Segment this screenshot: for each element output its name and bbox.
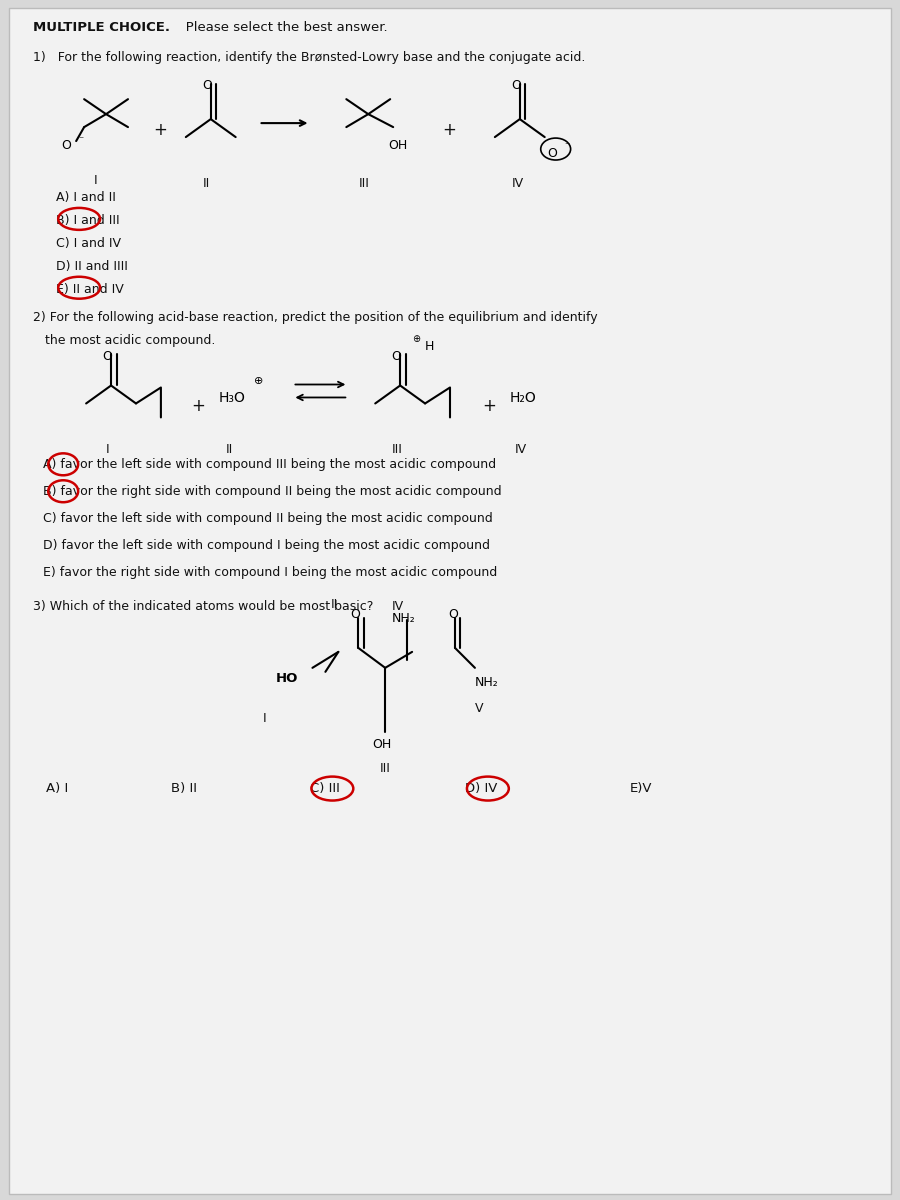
Text: +: + <box>442 121 456 139</box>
Text: C) III: C) III <box>310 781 340 794</box>
Text: IV: IV <box>512 176 524 190</box>
Text: H₂O: H₂O <box>509 391 536 406</box>
Text: B) favor the right side with compound II being the most acidic compound: B) favor the right side with compound II… <box>43 485 502 498</box>
Text: OH: OH <box>373 738 392 751</box>
Text: E) favor the right side with compound I being the most acidic compound: E) favor the right side with compound I … <box>43 566 498 580</box>
Text: +: + <box>191 397 204 415</box>
Text: O: O <box>392 349 401 362</box>
Text: V: V <box>475 702 483 715</box>
Text: III: III <box>392 443 403 456</box>
Text: A) favor the left side with compound III being the most acidic compound: A) favor the left side with compound III… <box>43 458 497 472</box>
Text: D) II and IIII: D) II and IIII <box>56 259 128 272</box>
Text: B) II: B) II <box>171 781 197 794</box>
Text: 2) For the following acid-base reaction, predict the position of the equilibrium: 2) For the following acid-base reaction,… <box>33 311 598 324</box>
Text: O: O <box>102 349 112 362</box>
Text: II: II <box>226 443 233 456</box>
Text: O: O <box>202 79 211 92</box>
Text: I: I <box>263 712 266 725</box>
Text: Please select the best answer.: Please select the best answer. <box>173 22 388 35</box>
Text: D) favor the left side with compound I being the most acidic compound: D) favor the left side with compound I b… <box>43 539 491 552</box>
Text: I: I <box>94 174 98 187</box>
Text: A) I: A) I <box>46 781 68 794</box>
Text: III: III <box>380 762 392 775</box>
Text: II: II <box>202 176 210 190</box>
Text: C) favor the left side with compound II being the most acidic compound: C) favor the left side with compound II … <box>43 512 493 526</box>
Text: O: O <box>61 139 71 152</box>
Text: II: II <box>330 598 338 611</box>
Text: NH₂: NH₂ <box>392 612 416 625</box>
Text: the most acidic compound.: the most acidic compound. <box>33 334 216 347</box>
Text: ⊕: ⊕ <box>412 334 420 343</box>
Text: E) II and IV: E) II and IV <box>56 283 124 295</box>
Text: ⊕: ⊕ <box>254 376 263 385</box>
Text: O: O <box>350 608 360 620</box>
Text: I: I <box>106 443 110 456</box>
Text: O: O <box>548 148 558 160</box>
Text: III: III <box>358 176 369 190</box>
Text: O: O <box>511 79 521 92</box>
Text: A) I and II: A) I and II <box>56 191 116 204</box>
Text: ⁻: ⁻ <box>78 136 84 145</box>
Text: MULTIPLE CHOICE.: MULTIPLE CHOICE. <box>33 22 170 35</box>
Text: IV: IV <box>392 600 404 613</box>
Text: +: + <box>153 121 166 139</box>
Text: D) IV: D) IV <box>465 781 498 794</box>
Text: 1)   For the following reaction, identify the Brønsted-Lowry base and the conjug: 1) For the following reaction, identify … <box>33 52 586 65</box>
Text: ⁻: ⁻ <box>564 142 570 151</box>
Text: B) I and III: B) I and III <box>56 214 120 227</box>
Text: HO: HO <box>275 672 298 685</box>
Text: NH₂: NH₂ <box>475 676 499 689</box>
Text: 3) Which of the indicated atoms would be most basic?: 3) Which of the indicated atoms would be… <box>33 600 374 613</box>
Text: E)V: E)V <box>629 781 652 794</box>
Text: OH: OH <box>388 139 408 152</box>
Text: +: + <box>482 397 496 415</box>
Text: C) I and IV: C) I and IV <box>56 236 122 250</box>
Text: H: H <box>425 340 435 353</box>
Text: IV: IV <box>515 443 526 456</box>
Text: O: O <box>448 608 458 620</box>
FancyBboxPatch shape <box>9 8 891 1194</box>
Text: H₃O: H₃O <box>219 391 246 406</box>
